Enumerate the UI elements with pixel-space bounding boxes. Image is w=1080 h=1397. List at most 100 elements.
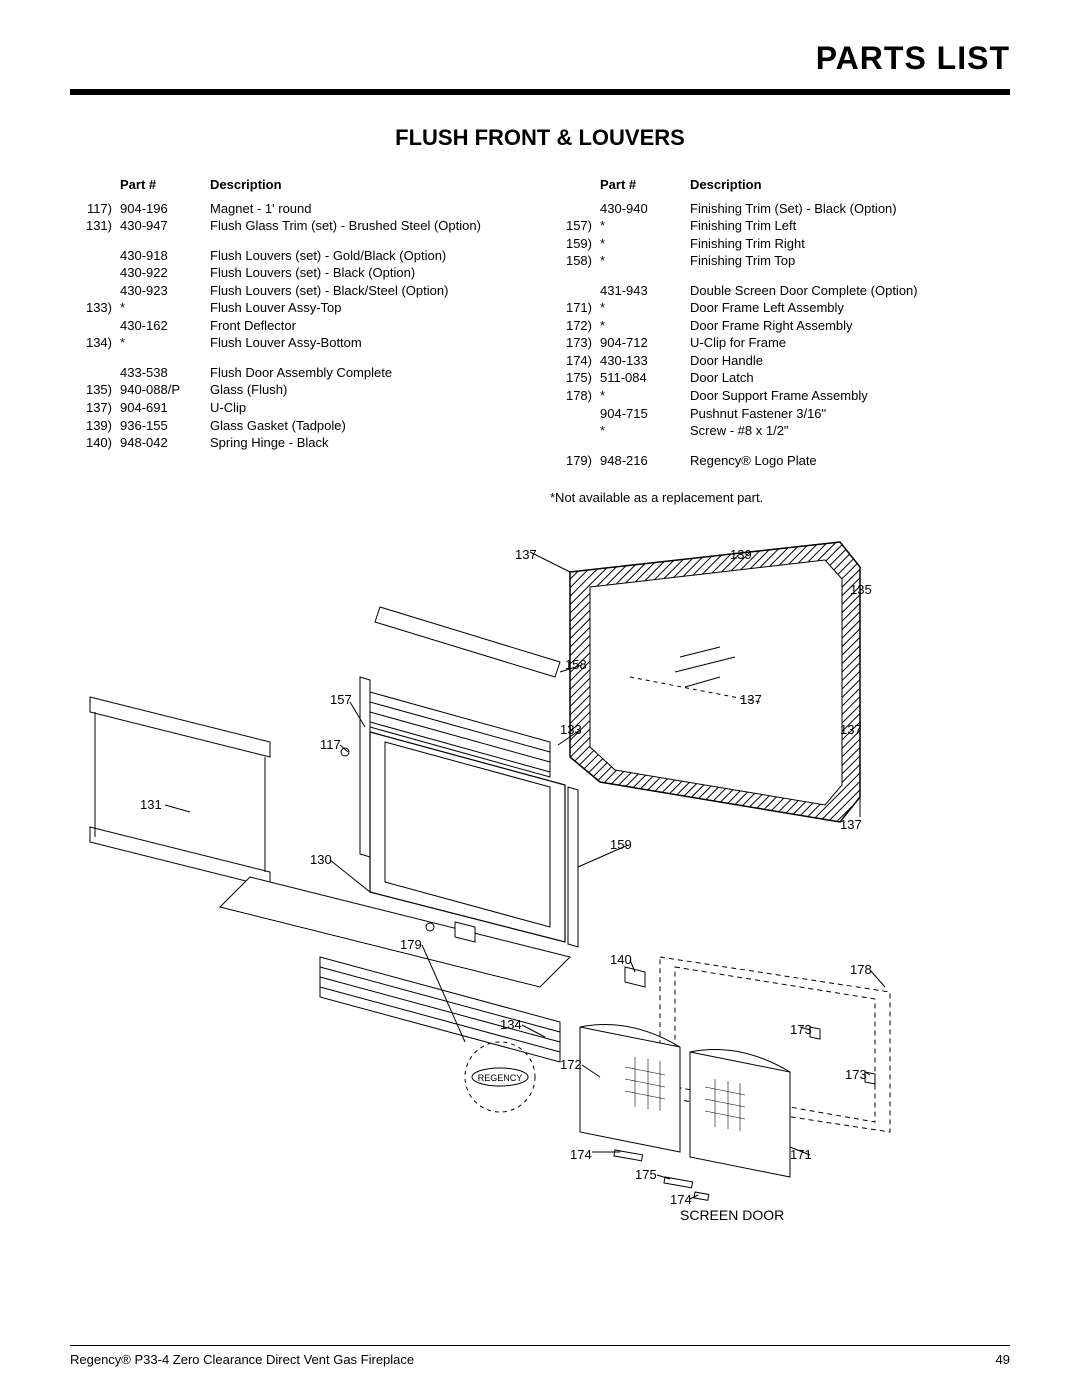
ref-number: [70, 247, 120, 265]
exploded-diagram: REGENCY: [70, 527, 1010, 1227]
parts-row: 172)*Door Frame Right Assembly: [550, 317, 1010, 335]
part-description: Flush Glass Trim (set) - Brushed Steel (…: [210, 217, 530, 235]
part-number: *: [600, 217, 690, 235]
parts-row: 179)948-216Regency® Logo Plate: [550, 452, 1010, 470]
callout-number: 135: [850, 582, 872, 597]
callout-number: 133: [560, 722, 582, 737]
parts-row: 157)*Finishing Trim Left: [550, 217, 1010, 235]
parts-row: 135)940-088/PGlass (Flush): [70, 381, 530, 399]
part-description: Door Frame Left Assembly: [690, 299, 1010, 317]
callout-number: 131: [140, 797, 162, 812]
parts-table-right: Part # Description 430-940Finishing Trim…: [550, 176, 1010, 507]
part-description: Flush Louvers (set) - Gold/Black (Option…: [210, 247, 530, 265]
ref-number: [70, 264, 120, 282]
parts-row: 178)*Door Support Frame Assembly: [550, 387, 1010, 405]
parts-group: 431-943Double Screen Door Complete (Opti…: [550, 282, 1010, 440]
ref-number: [70, 317, 120, 335]
ref-number: 157): [550, 217, 600, 235]
parts-row: 430-922Flush Louvers (set) - Black (Opti…: [70, 264, 530, 282]
part-description: Glass Gasket (Tadpole): [210, 417, 530, 435]
part-number: *: [600, 422, 690, 440]
parts-row: 159)*Finishing Trim Right: [550, 235, 1010, 253]
part-number: 940-088/P: [120, 381, 210, 399]
callout-number: 134: [500, 1017, 522, 1032]
part-number: *: [600, 317, 690, 335]
ref-number: [70, 282, 120, 300]
part-description: U-Clip for Frame: [690, 334, 1010, 352]
part-number: 904-715: [600, 405, 690, 423]
part-number: 430-922: [120, 264, 210, 282]
callout-number: 137: [840, 722, 862, 737]
col-header-desc: Description: [210, 176, 530, 194]
part-number: 430-918: [120, 247, 210, 265]
table-header-row: Part # Description: [70, 176, 530, 194]
parts-table-left: Part # Description 117)904-196Magnet - 1…: [70, 176, 530, 507]
part-description: Regency® Logo Plate: [690, 452, 1010, 470]
ref-number: 174): [550, 352, 600, 370]
part-description: Flush Door Assembly Complete: [210, 364, 530, 382]
callout-number: 171: [790, 1147, 812, 1162]
ref-number: 159): [550, 235, 600, 253]
part-description: Double Screen Door Complete (Option): [690, 282, 1010, 300]
parts-row: 131)430-947Flush Glass Trim (set) - Brus…: [70, 217, 530, 235]
parts-row: 139)936-155Glass Gasket (Tadpole): [70, 417, 530, 435]
parts-group: 179)948-216Regency® Logo Plate: [550, 452, 1010, 470]
part-description: Flush Louver Assy-Bottom: [210, 334, 530, 352]
footer-product: Regency® P33-4 Zero Clearance Direct Ven…: [70, 1352, 414, 1367]
section-title: FLUSH FRONT & LOUVERS: [70, 125, 1010, 151]
parts-row: 134)*Flush Louver Assy-Bottom: [70, 334, 530, 352]
col-header-desc: Description: [690, 176, 1010, 194]
ref-number: 117): [70, 200, 120, 218]
part-number: *: [600, 299, 690, 317]
part-description: Front Deflector: [210, 317, 530, 335]
part-description: Pushnut Fastener 3/16": [690, 405, 1010, 423]
part-number: 430-923: [120, 282, 210, 300]
parts-row: 430-162Front Deflector: [70, 317, 530, 335]
ref-number: 134): [70, 334, 120, 352]
part-number: 431-943: [600, 282, 690, 300]
part-description: Glass (Flush): [210, 381, 530, 399]
callout-number: 174: [670, 1192, 692, 1207]
part-description: Screw - #8 x 1/2": [690, 422, 1010, 440]
part-description: Finishing Trim Left: [690, 217, 1010, 235]
part-description: Magnet - 1' round: [210, 200, 530, 218]
part-number: *: [600, 387, 690, 405]
callout-number: 178: [850, 962, 872, 977]
callout-number: 158: [565, 657, 587, 672]
ref-number: 135): [70, 381, 120, 399]
part-description: Door Handle: [690, 352, 1010, 370]
part-number: 948-216: [600, 452, 690, 470]
callout-number: 137: [515, 547, 537, 562]
part-description: U-Clip: [210, 399, 530, 417]
parts-group: 430-918Flush Louvers (set) - Gold/Black …: [70, 247, 530, 352]
callout-number: 157: [330, 692, 352, 707]
diagram-caption: SCREEN DOOR: [680, 1207, 784, 1223]
part-number: 430-133: [600, 352, 690, 370]
callout-number: 159: [610, 837, 632, 852]
footer-page-number: 49: [996, 1352, 1010, 1367]
ref-number: [70, 364, 120, 382]
callout-number: 174: [570, 1147, 592, 1162]
ref-number: [550, 422, 600, 440]
screen-door-left-icon: [580, 1024, 680, 1152]
page-title: PARTS LIST: [70, 40, 1010, 77]
parts-tables: Part # Description 117)904-196Magnet - 1…: [70, 176, 1010, 507]
part-description: Flush Louvers (set) - Black/Steel (Optio…: [210, 282, 530, 300]
parts-row: 904-715Pushnut Fastener 3/16": [550, 405, 1010, 423]
callout-number: 175: [635, 1167, 657, 1182]
parts-row: 430-923Flush Louvers (set) - Black/Steel…: [70, 282, 530, 300]
outer-strip-icon: [90, 697, 270, 887]
ref-number: 140): [70, 434, 120, 452]
parts-row: 140)948-042Spring Hinge - Black: [70, 434, 530, 452]
footnote: *Not available as a replacement part.: [550, 489, 1010, 507]
callout-number: 172: [560, 1057, 582, 1072]
callout-number: 117: [320, 737, 341, 752]
ref-number: [550, 282, 600, 300]
ref-number: 131): [70, 217, 120, 235]
part-number: 904-691: [120, 399, 210, 417]
callout-number: 173: [845, 1067, 867, 1082]
part-number: 430-162: [120, 317, 210, 335]
parts-row: 137)904-691U-Clip: [70, 399, 530, 417]
logo-text: REGENCY: [478, 1073, 523, 1083]
ref-number: 172): [550, 317, 600, 335]
